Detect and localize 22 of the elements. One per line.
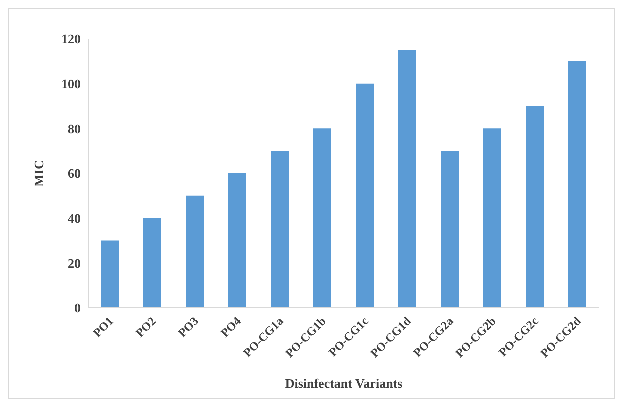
y-tick-label: 80 — [68, 121, 81, 136]
bar — [484, 128, 502, 308]
y-tick-label: 40 — [68, 210, 81, 226]
y-tick-label: 20 — [68, 256, 81, 271]
y-tick-label: 100 — [62, 76, 81, 92]
bar — [441, 151, 459, 308]
y-axis-title: MIC — [32, 160, 47, 187]
y-tick-label: 60 — [68, 166, 81, 182]
bar — [314, 128, 332, 308]
bar — [398, 50, 416, 308]
y-tick-label: 0 — [74, 300, 81, 316]
bar — [356, 84, 374, 308]
bar — [228, 174, 246, 308]
x-tick-label: PO1 — [90, 314, 116, 340]
bar — [526, 106, 544, 308]
bar — [186, 196, 204, 308]
bar — [271, 151, 289, 308]
bar — [568, 61, 586, 308]
bar — [101, 240, 119, 308]
x-axis-title: Disinfectant Variants — [285, 376, 403, 391]
y-tick-label: 120 — [62, 32, 81, 47]
bar — [144, 218, 162, 308]
